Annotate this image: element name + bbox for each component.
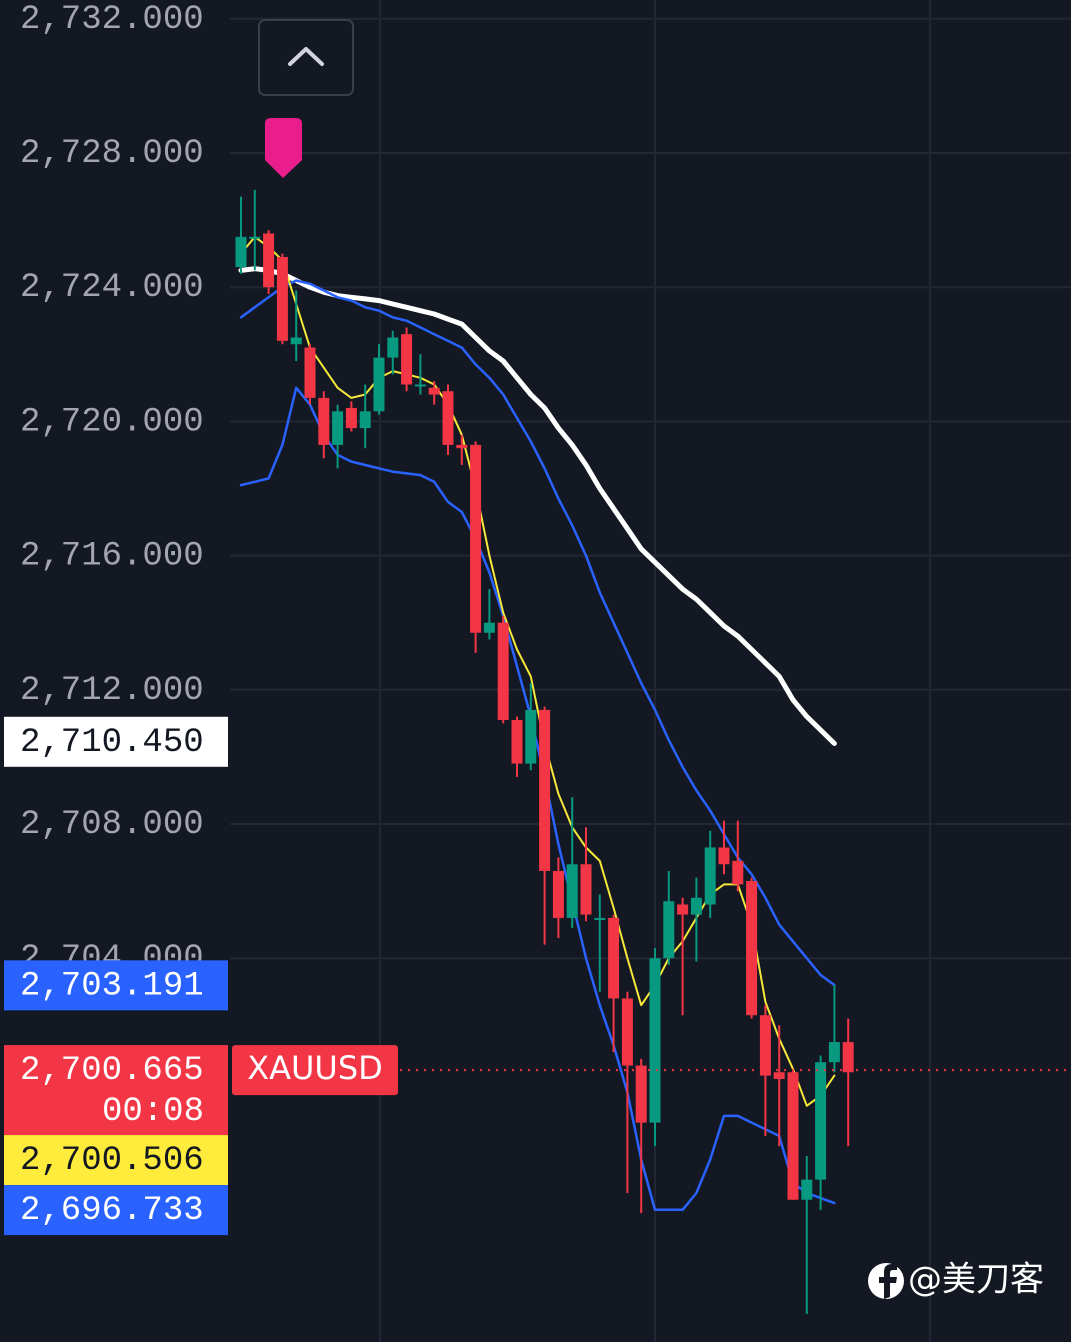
candle-body [414, 384, 426, 387]
chevron-icon [288, 47, 324, 66]
candle-body [497, 622, 509, 720]
symbol-box [232, 1045, 398, 1096]
candle-body [566, 864, 578, 918]
candle-body [718, 847, 730, 865]
candle-body [759, 1015, 771, 1076]
candle-body [332, 411, 344, 445]
candle-body [511, 719, 523, 764]
price-label: 2,700.665 [20, 1052, 204, 1090]
indicator-line [240, 235, 836, 1107]
price-label-box [4, 960, 228, 1011]
candle-body [345, 407, 357, 429]
candle-body [594, 917, 606, 920]
watermark-icon-glyph [879, 1264, 897, 1299]
watermark: @美刀客 [868, 1260, 1044, 1300]
price-label: 2,710.450 [20, 724, 204, 762]
price-label: 2,703.191 [20, 967, 204, 1005]
candle-body [483, 622, 495, 633]
candle-body [401, 334, 413, 385]
candle-body [428, 387, 440, 395]
candle-body [649, 958, 661, 1123]
indicator-line [238, 266, 837, 746]
candle-body [290, 337, 302, 345]
candle-body [608, 917, 620, 999]
candle-body [704, 847, 716, 905]
candle-body [828, 1042, 840, 1063]
indicator-line [239, 279, 836, 987]
candle-body [442, 391, 454, 445]
price-label-box [4, 716, 228, 767]
y-tick-label: 2,720.000 [20, 403, 204, 441]
candle-body [787, 1072, 799, 1200]
collapse-button[interactable] [258, 19, 354, 96]
candle-body [801, 1179, 813, 1200]
candle-body [373, 357, 385, 412]
candle-body [318, 397, 330, 445]
last-price: XAUUSD [232, 1045, 1071, 1096]
candle-body [580, 864, 592, 915]
price-label: 2,696.733 [20, 1192, 204, 1230]
y-tick-label: 2,724.000 [20, 269, 204, 307]
candle-body [525, 709, 537, 764]
candle-body [815, 1062, 827, 1180]
candle-body [276, 256, 288, 341]
y-tick-label: 2,732.000 [20, 1, 204, 39]
candle-body [621, 998, 633, 1066]
signal-marker [265, 118, 302, 178]
candle-body [635, 1065, 647, 1123]
candle-body [387, 337, 399, 358]
candle-body [677, 904, 689, 915]
candle-body [663, 901, 675, 959]
symbol-label: XAUUSD [247, 1049, 383, 1087]
candle-body [773, 1072, 785, 1079]
indicator-lines [238, 235, 837, 1212]
candle-body [263, 233, 275, 288]
candle-body [552, 870, 564, 918]
candle-body [539, 709, 551, 871]
candles [235, 189, 854, 1314]
y-tick-label: 2,716.000 [20, 538, 204, 576]
candle-body [746, 881, 758, 1016]
candle-body [235, 236, 247, 268]
y-tick-label: 2,728.000 [20, 135, 204, 173]
price-label-box [4, 1185, 228, 1236]
watermark-text: @美刀客 [908, 1260, 1044, 1300]
y-tick-label: 2,708.000 [20, 806, 204, 844]
candle-body [359, 411, 371, 429]
y-tick-label: 2,712.000 [20, 672, 204, 710]
candle-body [732, 860, 744, 885]
indicator-line [239, 386, 836, 1212]
price-label: 2,700.506 [20, 1142, 204, 1180]
price-label-box [4, 1045, 228, 1136]
candle-body [249, 236, 261, 239]
price-label-box [4, 1135, 228, 1186]
candle-body [842, 1042, 854, 1073]
candle-body [690, 897, 702, 915]
candle-body [470, 444, 482, 633]
candle-body [456, 444, 468, 449]
countdown: 00:08 [102, 1093, 204, 1131]
candle-body [304, 347, 316, 398]
